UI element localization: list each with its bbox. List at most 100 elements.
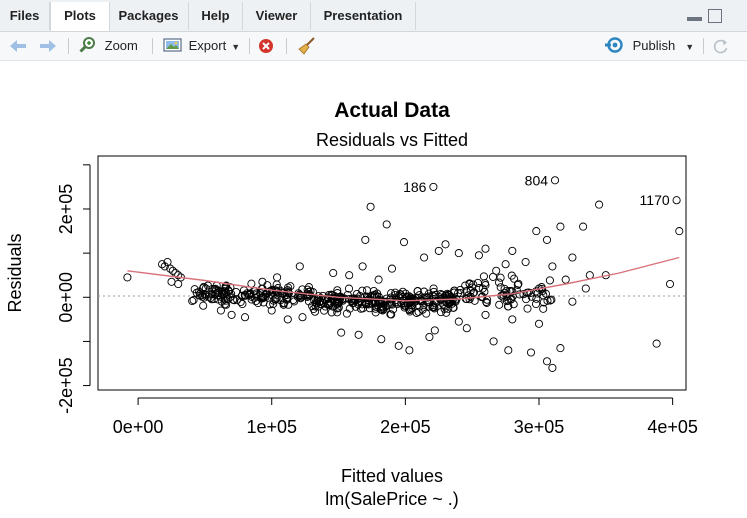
data-point [404, 305, 413, 314]
tab-packages[interactable]: Packages [109, 2, 189, 30]
data-point [382, 220, 391, 229]
data-point [123, 273, 132, 282]
data-point [167, 277, 176, 286]
back-arrow-icon[interactable] [9, 39, 27, 53]
data-point [450, 296, 459, 306]
data-point [240, 291, 249, 300]
forward-arrow-icon[interactable] [39, 39, 57, 53]
remove-plot-icon[interactable] [258, 38, 274, 54]
data-point [309, 288, 318, 297]
data-point [481, 244, 490, 253]
data-point [321, 302, 330, 311]
tab-files-label: Files [9, 8, 40, 23]
data-point [240, 313, 250, 322]
data-point [556, 344, 565, 353]
data-point [221, 282, 230, 291]
minimize-pane-icon[interactable] [687, 17, 702, 21]
tab-plots[interactable]: Plots [50, 2, 110, 31]
zoom-button[interactable]: Zoom [79, 32, 138, 60]
data-point [495, 300, 504, 309]
data-point [188, 296, 197, 306]
tab-viewer[interactable]: Viewer [243, 2, 311, 30]
data-point [542, 357, 552, 366]
data-point [377, 335, 386, 344]
data-point [267, 306, 276, 315]
data-point [420, 253, 429, 262]
data-point [514, 279, 523, 288]
point-labels: 186 804 1170 [403, 172, 670, 208]
x-axis-label: Fitted values [341, 466, 443, 486]
data-point [189, 296, 198, 305]
data-point [568, 297, 577, 306]
data-point [361, 235, 370, 244]
data-point [503, 302, 513, 311]
data-point [298, 313, 307, 322]
data-point [481, 310, 490, 319]
tab-packages-label: Packages [118, 8, 179, 23]
y-tick-label: -2e+05 [56, 357, 76, 414]
tab-help[interactable]: Help [189, 2, 243, 30]
data-point [216, 306, 225, 315]
data-point [303, 285, 312, 294]
data-point [579, 222, 588, 231]
data-point [190, 285, 199, 294]
data-point [413, 287, 422, 296]
toolbar-separator [703, 38, 704, 54]
tab-presentation[interactable]: Presentation [311, 2, 416, 30]
data-point [387, 310, 396, 319]
data-point [158, 260, 167, 269]
data-point [531, 299, 541, 309]
data-point [456, 285, 465, 294]
data-point [534, 319, 544, 328]
data-point [672, 196, 681, 205]
data-point [329, 268, 338, 278]
data-point [387, 293, 396, 302]
data-point [492, 266, 501, 275]
data-point [379, 303, 388, 312]
export-menu-button[interactable]: Export ▼ [163, 32, 240, 60]
data-point [488, 272, 498, 281]
data-point [539, 298, 548, 307]
tab-viewer-label: Viewer [255, 8, 298, 23]
data-point [375, 297, 384, 306]
data-point [247, 295, 256, 304]
maximize-pane-icon[interactable] [708, 9, 722, 23]
data-point [479, 272, 488, 281]
data-point [273, 273, 282, 282]
data-point [389, 305, 398, 314]
chart-title: Actual Data [334, 99, 450, 122]
data-point [429, 284, 438, 293]
data-point [585, 271, 594, 280]
tab-presentation-label: Presentation [323, 8, 403, 23]
y-axis-label: Residuals [5, 233, 25, 312]
data-point [382, 294, 391, 303]
data-point [414, 307, 423, 316]
data-point [345, 271, 354, 280]
data-point [527, 292, 536, 301]
data-point [246, 290, 255, 299]
publish-label: Publish [632, 38, 676, 53]
tab-plots-label: Plots [64, 8, 96, 23]
point-label: 186 [403, 179, 427, 195]
refresh-icon[interactable] [712, 38, 729, 55]
tab-files[interactable]: Files [0, 2, 50, 30]
x-axis: 0e+00 1e+05 2e+05 3e+05 4e+05 [113, 397, 698, 437]
data-point [405, 346, 414, 355]
data-point [222, 291, 231, 300]
data-point [675, 227, 684, 236]
x-tick-label: 1e+05 [246, 417, 297, 437]
data-point [312, 299, 321, 308]
toolbar-separator [249, 38, 250, 54]
broom-clear-icon[interactable] [297, 36, 317, 56]
data-point [168, 266, 177, 275]
data-point [220, 295, 229, 304]
data-point [581, 284, 590, 293]
data-point [166, 264, 175, 273]
export-caret-icon: ▼ [231, 42, 241, 52]
data-point [349, 298, 358, 307]
magnifier-icon [79, 37, 95, 53]
publish-button[interactable]: Publish ▼ [605, 32, 694, 60]
data-point [212, 286, 221, 295]
data-point [496, 273, 505, 282]
data-point [469, 289, 478, 298]
